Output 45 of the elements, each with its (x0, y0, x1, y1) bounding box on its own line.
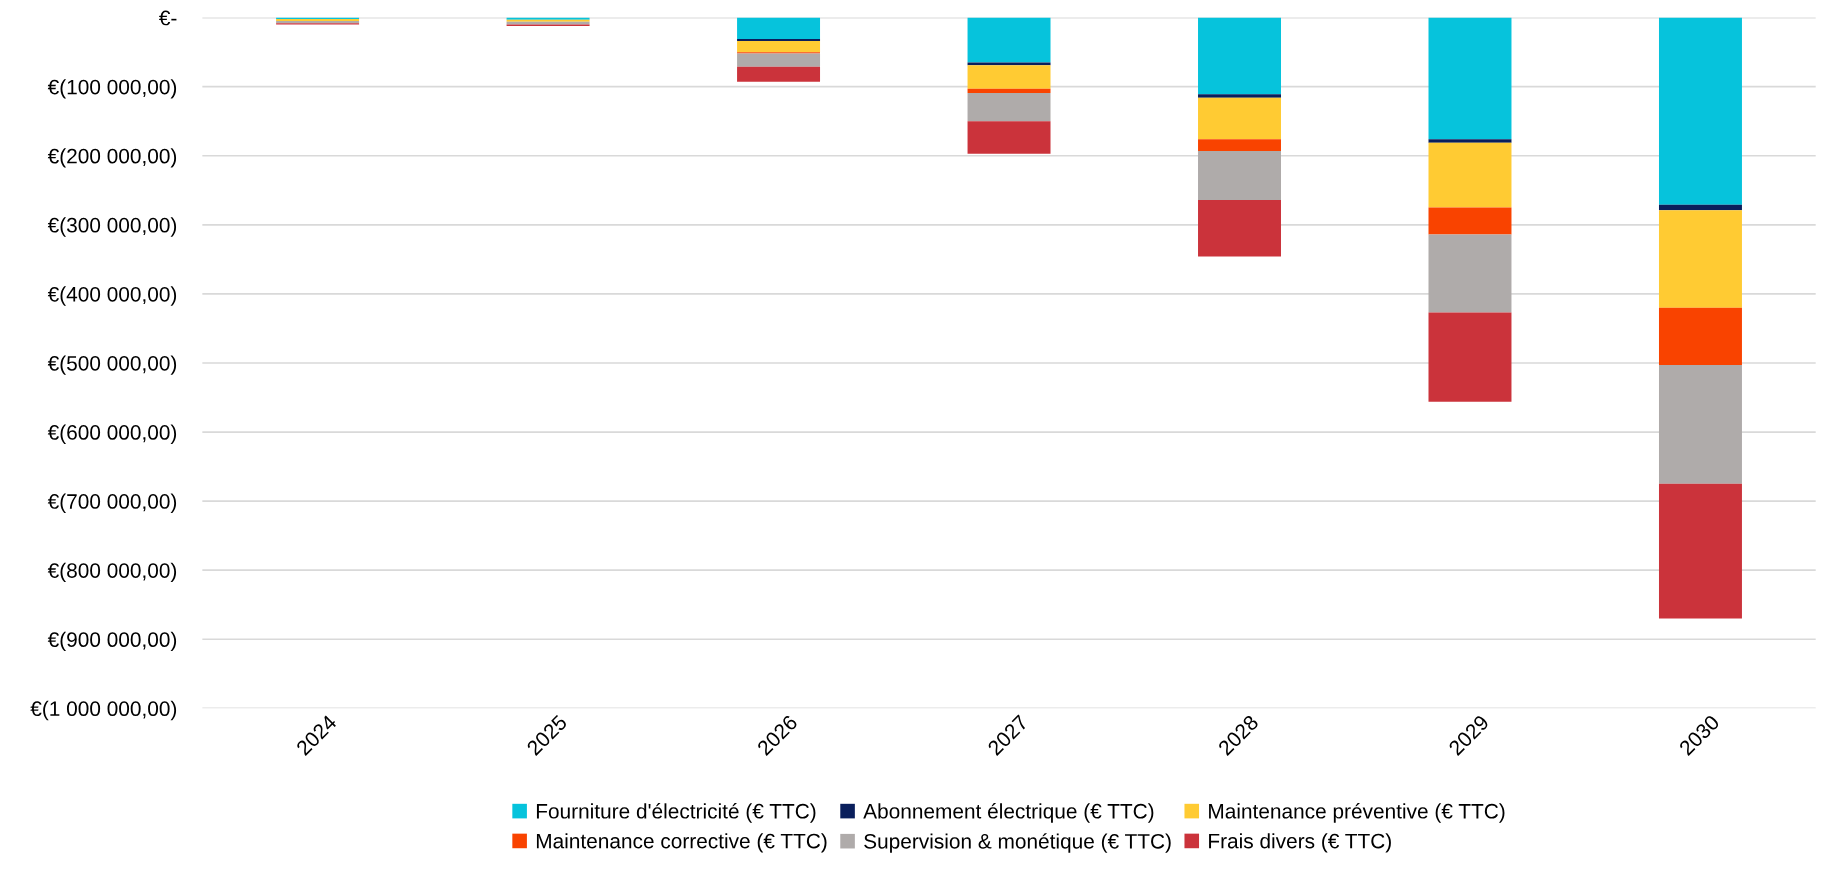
bar (737, 39, 821, 42)
bar (1198, 139, 1281, 151)
y-tick-label: €(900 000,00) (47, 631, 177, 652)
bar (737, 41, 821, 53)
bar (737, 66, 821, 82)
y-tick-label: €(700 000,00) (47, 493, 177, 513)
legend-label: Frais divers (€ TTC) (1209, 833, 1391, 853)
bar (737, 53, 821, 67)
y-tick-label: €(300 000,00) (47, 217, 177, 237)
bar (737, 17, 821, 40)
bar (967, 65, 1051, 89)
bar (1428, 234, 1512, 313)
bar (1658, 483, 1742, 619)
legend-label: Supervision & monétique (€ TTC) (864, 833, 1171, 853)
bar (1198, 150, 1281, 200)
y-tick-label: €(200 000,00) (47, 148, 177, 168)
bar (1658, 204, 1742, 211)
legend-label: Abonnement électrique (€ TTC) (863, 803, 1154, 823)
y-tick-label: €- (158, 10, 177, 26)
bar (967, 88, 1051, 93)
legend-label: Maintenance préventive (€ TTC) (1209, 803, 1505, 823)
bar (1198, 94, 1281, 98)
bar (1658, 307, 1742, 366)
bar (1198, 17, 1281, 95)
bar (967, 92, 1051, 122)
bar (1428, 312, 1512, 402)
y-tick-label: €(1 000 000,00) (30, 700, 177, 721)
y-tick-label: €(500 000,00) (47, 355, 177, 375)
y-tick-label: €(800 000,00) (47, 562, 177, 583)
bar (1658, 210, 1742, 308)
bar (1658, 17, 1742, 205)
bar (967, 17, 1051, 63)
bar (1428, 17, 1512, 140)
y-tick-label: €(400 000,00) (47, 286, 177, 306)
bar (1198, 97, 1281, 140)
y-tick-label: €(100 000,00) (47, 79, 177, 99)
y-tick-label: €(600 000,00) (47, 424, 177, 444)
legend-label: Maintenance corrective (€ TTC) (536, 833, 827, 853)
bar (1658, 365, 1742, 484)
bar (1198, 199, 1281, 257)
bar (967, 121, 1051, 154)
bar (1428, 142, 1512, 208)
bar (1428, 139, 1512, 143)
bar (1428, 207, 1512, 235)
legend-label: Fourniture d'électricité (€ TTC) (536, 803, 816, 823)
